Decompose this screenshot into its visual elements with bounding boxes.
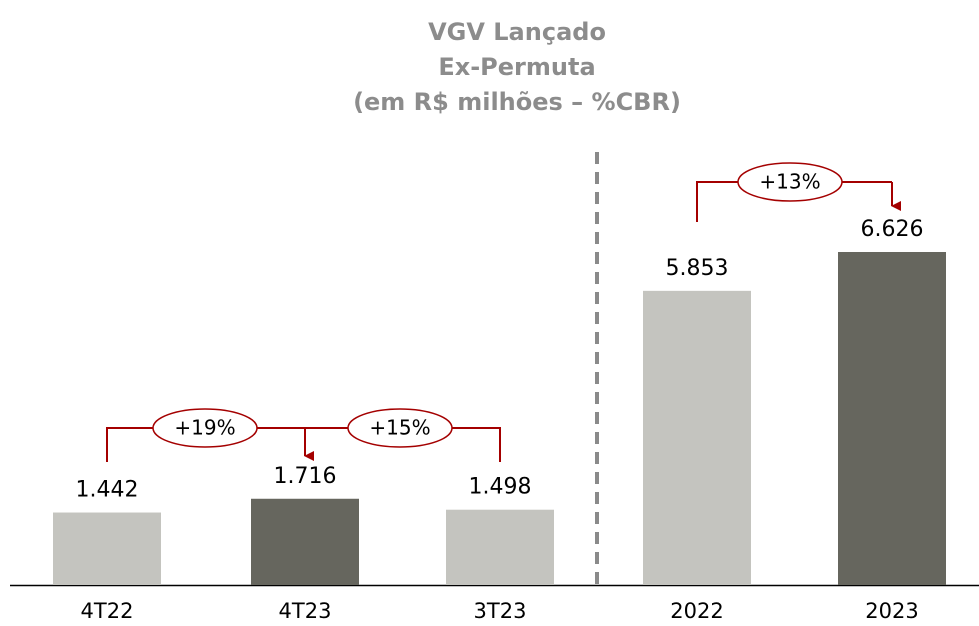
value-label: 1.498: [469, 475, 532, 500]
value-label: 1.442: [76, 478, 139, 503]
annotation-bubble: [737, 162, 843, 202]
chart-title: VGV Lançado: [428, 18, 606, 46]
bar: [53, 512, 161, 585]
x-tick-label: 2023: [865, 599, 918, 623]
annotation: +15%: [369, 416, 430, 440]
x-tick-label: 3T23: [474, 599, 527, 623]
value-label: 5.853: [666, 256, 729, 281]
annotation-bubble: [347, 408, 453, 448]
bar: [643, 290, 751, 585]
bar: [251, 498, 359, 585]
x-tick-label: 4T23: [279, 599, 332, 623]
chart-title: Ex-Permuta: [438, 53, 595, 81]
bar: [446, 509, 554, 585]
value-label: 1.716: [274, 464, 337, 489]
x-tick-label: 4T22: [81, 599, 134, 623]
x-tick-label: 2022: [670, 599, 723, 623]
chart-title: (em R$ milhões – %CBR): [353, 88, 681, 116]
annotation: +13%: [759, 170, 820, 194]
value-label: 6.626: [861, 217, 924, 242]
bar: [838, 252, 946, 585]
annotation-bubble: [152, 408, 258, 448]
annotation: +19%: [174, 416, 235, 440]
